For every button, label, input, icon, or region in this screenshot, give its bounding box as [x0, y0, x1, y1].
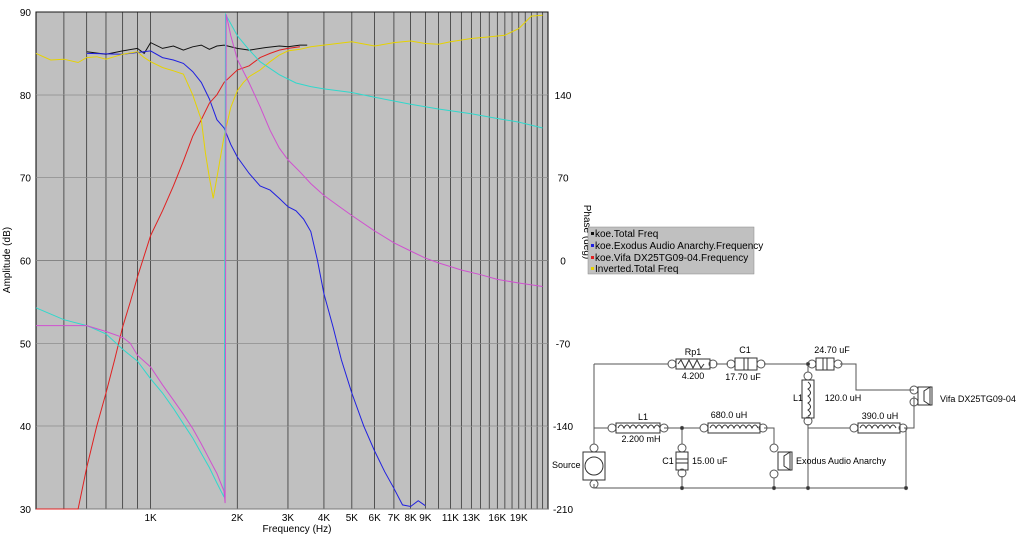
- rp1-value: 4.200: [682, 371, 705, 381]
- legend-swatch-vifa: [591, 256, 594, 259]
- wire-390-to-vifa: [904, 396, 915, 429]
- c1-top-value: 17.70 uF: [725, 372, 761, 382]
- x-tick-label: 2K: [231, 513, 244, 524]
- y-right-tick-label: -70: [556, 339, 571, 350]
- x-tick-label: 7K: [388, 513, 401, 524]
- x-tick-label: 5K: [346, 513, 359, 524]
- l1-left-name: L1: [638, 412, 648, 422]
- y-left-tick-label: 30: [20, 505, 32, 516]
- x-tick-label: 3K: [282, 513, 295, 524]
- inductor-l1-right: [801, 371, 815, 426]
- source-icon: [582, 443, 606, 489]
- x-tick-label: 9K: [419, 513, 432, 524]
- l1-left-value: 2.200 mH: [621, 434, 660, 444]
- x-tick-label: 6K: [369, 513, 382, 524]
- crossover-schematic: [582, 357, 933, 491]
- series-line-2: [36, 46, 300, 510]
- series-line-3: [35, 14, 543, 199]
- wire-ground: [593, 484, 906, 489]
- series-line-1: [86, 50, 426, 508]
- series-line-0: [86, 41, 308, 55]
- speaker-vifa-icon: [909, 385, 933, 407]
- y-left-tick-label: 40: [20, 422, 32, 433]
- y-left-tick-labels: 30 40 50 60 70 80 90: [20, 8, 32, 516]
- y-right-tick-labels: -210 -140 -70 0 70 140: [553, 91, 573, 516]
- y-left-tick-label: 70: [20, 174, 32, 185]
- junction: [679, 485, 685, 491]
- c2470-value: 24.70 uF: [814, 345, 850, 355]
- legend-item-total: koe.Total Freq: [595, 229, 658, 240]
- legend-swatch-inverted: [591, 267, 594, 270]
- junction: [679, 425, 685, 431]
- capacitor-c1-top: [726, 357, 766, 371]
- wire-l1r-to-390: [807, 424, 850, 429]
- legend: koe.Total Freq koe.Exodus Audio Anarchy.…: [587, 226, 763, 275]
- wire-680-to-exodus: [764, 427, 775, 444]
- junction: [771, 485, 777, 491]
- x-tick-label: 1K: [144, 513, 157, 524]
- capacitor-c1-bottom: [675, 443, 689, 478]
- terminal: [667, 359, 677, 369]
- vifa-label: Vifa DX25TG09-04: [940, 394, 1016, 404]
- schematic-labels: Rp1 4.200 C1 17.70 uF 24.70 uF L1 120.0 …: [552, 345, 1016, 470]
- l680-value: 680.0 uH: [711, 410, 748, 420]
- x-tick-label: 4K: [318, 513, 331, 524]
- y-right-tick-label: 0: [560, 257, 566, 268]
- speaker-exodus-icon: [769, 443, 793, 479]
- x-tick-label: 11K: [442, 513, 459, 524]
- y-right-tick-label: -210: [553, 505, 573, 516]
- l1-right-value: 120.0 uH: [825, 393, 862, 403]
- series-line-4: [35, 12, 543, 498]
- series-lines: [35, 12, 543, 510]
- legend-item-inverted: Inverted.Total Freq: [595, 264, 678, 275]
- legend-item-vifa: koe.Vifa DX25TG09-04.Frequency: [595, 253, 748, 264]
- grid-lines: [36, 11, 548, 510]
- wire-to-vifa-plus: [840, 363, 914, 391]
- junction: [805, 361, 811, 367]
- y-left-tick-label: 50: [20, 339, 32, 350]
- x-tick-label: 8K: [405, 513, 418, 524]
- legend-swatch-exodus: [591, 244, 594, 247]
- y-left-tick-label: 90: [20, 8, 32, 19]
- source-label: Source: [552, 460, 581, 470]
- resistor-rp1: [667, 358, 718, 370]
- exodus-label: Exodus Audio Anarchy: [796, 456, 887, 466]
- c1-top-name: C1: [739, 345, 751, 355]
- capacitor-2470: [807, 357, 843, 371]
- y-left-axis-label: Amplitude (dB): [2, 227, 13, 293]
- y-left-tick-label: 60: [20, 257, 32, 268]
- inductor-680: [699, 422, 768, 434]
- series-line-5: [36, 14, 543, 504]
- rp1-name: Rp1: [685, 347, 702, 357]
- inductor-390: [849, 422, 908, 434]
- l1-right-name: L1: [793, 393, 803, 403]
- terminal: [708, 359, 718, 369]
- y-right-axis-label: Phase (deg): [581, 205, 592, 259]
- x-axis-label: Frequency (Hz): [263, 524, 332, 535]
- l390-value: 390.0 uH: [862, 411, 899, 421]
- legend-box: [587, 226, 755, 275]
- c1-bottom-value: 15.00 uF: [692, 456, 728, 466]
- legend-item-exodus: koe.Exodus Audio Anarchy.Frequency: [595, 241, 763, 252]
- x-tick-label: 16K: [488, 513, 506, 524]
- x-tick-labels: 1K 2K 3K 4K 5K 6K 7K 8K 9K 11K 13K 16K 19K: [144, 513, 528, 524]
- y-right-tick-label: 70: [557, 174, 569, 185]
- x-tick-label: 19K: [510, 513, 528, 524]
- legend-swatch-total: [591, 232, 594, 235]
- c1-bottom-name: C1: [662, 456, 674, 466]
- inductor-l1-left: [607, 422, 669, 434]
- y-right-tick-label: -140: [553, 422, 573, 433]
- y-left-tick-label: 80: [20, 91, 32, 102]
- x-tick-label: 13K: [462, 513, 480, 524]
- junction: [903, 485, 909, 491]
- y-right-tick-label: 140: [555, 91, 572, 102]
- junction: [805, 485, 811, 491]
